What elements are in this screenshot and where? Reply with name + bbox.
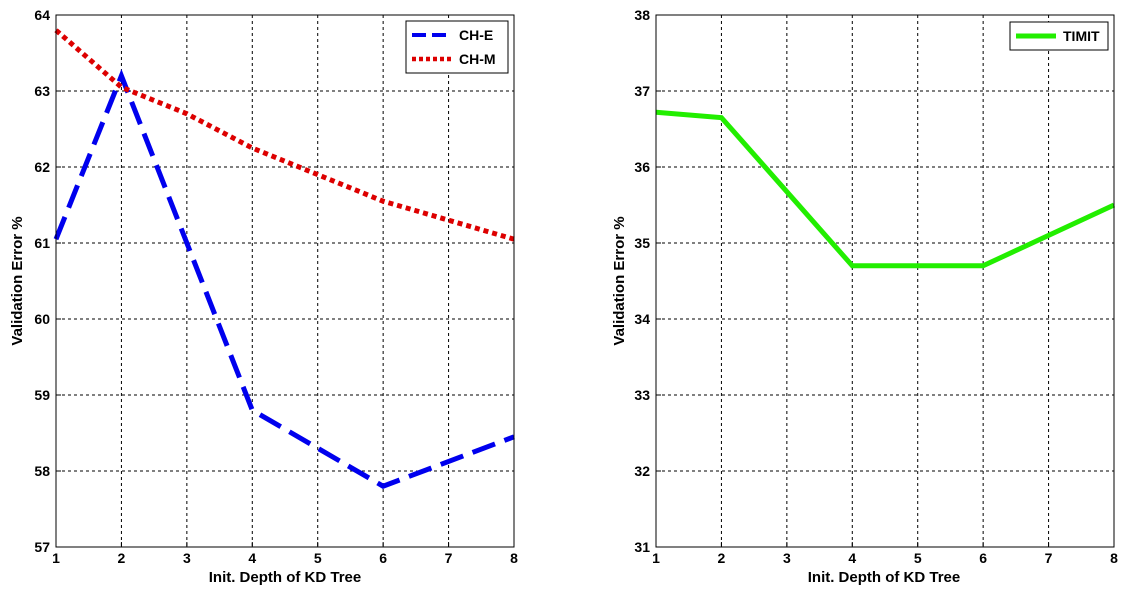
y-tick-label-left: 58: [34, 463, 50, 479]
y-tick-label-left: 63: [34, 83, 50, 99]
x-tick-label-left: 3: [183, 550, 191, 566]
y-tick-label-right: 31: [634, 539, 650, 555]
x-tick-label-left: 1: [52, 550, 60, 566]
series-line-timit: [655, 109, 1116, 269]
legend-left: CH-E CH-M: [405, 20, 509, 74]
ticks-left: 1 2 3 4 5 6 7 8 57 58 59 60 61 62 63 64: [34, 7, 518, 566]
x-axis-label-left: Init. Depth of KD Tree: [209, 569, 362, 586]
y-tick-label-right: 35: [634, 235, 650, 251]
x-tick-label-right: 8: [1110, 550, 1118, 566]
x-axis-label-right: Init. Depth of KD Tree: [808, 569, 961, 586]
x-tick-label-right: 3: [783, 550, 791, 566]
y-tick-label-left: 57: [34, 539, 50, 555]
legend-label-ch-e: CH-E: [459, 27, 493, 43]
axes-frame-left: [55, 14, 515, 548]
y-tick-label-right: 33: [634, 387, 650, 403]
x-tick-label-left: 8: [510, 550, 518, 566]
grid-left: [56, 15, 514, 547]
y-tick-label-right: 37: [634, 83, 650, 99]
y-tick-label-left: 61: [34, 235, 50, 251]
chart-left: 1 2 3 4 5 6 7 8 57 58 59 60 61 62 63 64 Init. Depth of …: [9, 7, 518, 586]
x-tick-label-left: 2: [118, 550, 126, 566]
plot-area-right: [656, 15, 1114, 547]
y-tick-label-right: 38: [634, 7, 650, 23]
y-tick-label-right: 32: [634, 463, 650, 479]
x-tick-label-right: 1: [652, 550, 660, 566]
x-tick-label-left: 5: [314, 550, 322, 566]
x-tick-label-right: 7: [1045, 550, 1053, 566]
y-tick-label-left: 60: [34, 311, 50, 327]
plot-area-left: [56, 15, 514, 547]
x-tick-label-right: 4: [848, 550, 856, 566]
y-tick-label-left: 62: [34, 159, 50, 175]
y-tick-label-left: 59: [34, 387, 50, 403]
y-axis-label-right: Validation Error %: [611, 216, 628, 345]
legend-right: TIMIT: [1009, 21, 1109, 51]
series-line-ch-e: [53, 69, 515, 489]
legend-label-ch-m: CH-M: [459, 51, 496, 67]
x-tick-label-right: 6: [979, 550, 987, 566]
series-group-left: [53, 28, 515, 489]
y-tick-label-right: 34: [634, 311, 650, 327]
x-tick-label-left: 4: [248, 550, 256, 566]
legend-box-left: [405, 20, 509, 74]
x-tick-label-left: 7: [445, 550, 453, 566]
y-axis-label-left: Validation Error %: [9, 216, 26, 345]
legend-label-timit: TIMIT: [1063, 28, 1100, 44]
x-tick-label-right: 2: [718, 550, 726, 566]
axes-frame-right: [655, 14, 1115, 548]
grid-right: [656, 15, 1114, 547]
y-tick-label-left: 64: [34, 7, 50, 23]
series-group-right: [655, 109, 1116, 269]
y-tick-label-right: 36: [634, 159, 650, 175]
x-tick-label-right: 5: [914, 550, 922, 566]
x-tick-label-left: 6: [379, 550, 387, 566]
